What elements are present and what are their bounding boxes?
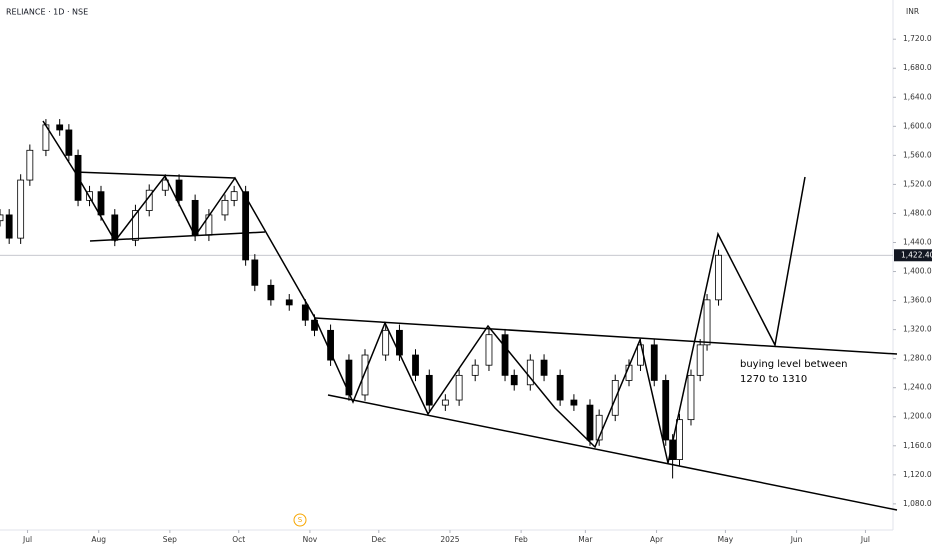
x-tick-label: Apr (650, 535, 664, 544)
candle-body (0, 214, 4, 222)
x-tick-label: Mar (578, 535, 593, 544)
candle-body (501, 334, 509, 376)
candle-body (441, 399, 449, 406)
candle-body (715, 254, 722, 301)
candle-body (161, 179, 169, 191)
candles-layer (0, 119, 893, 479)
y-tick-label: 1,120.00 (903, 470, 932, 479)
y-tick-label: 1,680.00 (903, 63, 932, 72)
last-price-box (894, 249, 932, 262)
candle-body (662, 380, 670, 441)
y-tick-label: 1,240.00 (903, 383, 932, 392)
y-tick-label: 1,480.00 (903, 208, 932, 217)
x-tick-label: Dec (372, 535, 387, 544)
flag-bottom-line (89, 231, 266, 242)
candle-body (676, 419, 683, 460)
candle-body (455, 374, 463, 401)
chart-title: RELIANCE · 1D · NSE (6, 8, 88, 17)
flag-top-line (74, 171, 236, 179)
candle-body (191, 199, 199, 236)
candle-body (586, 404, 594, 441)
x-tick-label: 2025 (440, 535, 459, 544)
candle-body (687, 374, 695, 421)
y-tick-label: 1,400.00 (903, 267, 932, 276)
y-tick-label: 1,440.00 (903, 237, 932, 246)
candle-body (65, 129, 73, 156)
event-icon-label[interactable]: S (298, 516, 303, 524)
x-tick-label: May (718, 535, 734, 544)
trend-drawings (42, 120, 898, 511)
candle-body (696, 344, 704, 376)
x-tick-label: Jul (860, 535, 870, 544)
y-tick-label: 1,200.00 (903, 412, 932, 421)
candle-body (285, 299, 293, 306)
candle-body (595, 414, 603, 441)
candle-body (251, 259, 259, 286)
candle-body (56, 124, 64, 131)
event-icon[interactable] (293, 513, 307, 527)
annotation-line: buying level between (740, 359, 847, 370)
currency-label: INR (906, 7, 919, 16)
candle-body (382, 329, 390, 356)
candle-body (17, 179, 25, 239)
candle-body (132, 210, 139, 241)
y-tick-label: 1,280.00 (903, 354, 932, 363)
candle-body (510, 374, 518, 386)
annotation-line: 1270 to 1310 (740, 374, 807, 385)
candle-body (267, 284, 275, 301)
candle-body (230, 191, 238, 201)
channel-bottom-line (327, 394, 898, 511)
x-tick-label: Aug (91, 535, 106, 544)
y-tick-label: 1,320.00 (903, 325, 932, 334)
candle-body (345, 359, 353, 396)
candle-body (175, 179, 183, 201)
x-tick-label: Jun (790, 535, 803, 544)
candle-body (97, 191, 105, 216)
y-tick-label: 1,600.00 (903, 121, 932, 130)
candle-body (556, 374, 564, 401)
y-tick-label: 1,720.00 (903, 34, 932, 43)
x-tick-label: Nov (303, 535, 318, 544)
last-price-label: 1,422.40 (901, 250, 932, 259)
zigzag-line (42, 120, 806, 464)
y-tick-label: 1,640.00 (903, 92, 932, 101)
candle-body (650, 344, 658, 381)
candle-body (301, 304, 309, 321)
x-tick-label: Jul (22, 535, 32, 544)
candle-body (637, 344, 644, 366)
candle-body (412, 354, 419, 376)
y-tick-label: 1,080.00 (903, 499, 932, 508)
x-tick-label: Oct (232, 535, 245, 544)
x-tick-label: Feb (514, 535, 528, 544)
candle-body (526, 359, 534, 386)
x-tick-label: Sep (163, 535, 177, 544)
candle-body (540, 359, 548, 376)
y-tick-label: 1,520.00 (903, 179, 932, 188)
y-tick-label: 1,360.00 (903, 296, 932, 305)
candle-body (361, 354, 369, 396)
candle-body (5, 214, 13, 239)
candle-body (26, 149, 34, 181)
candle-body (425, 374, 433, 406)
candle-body (396, 329, 403, 356)
candle-body (485, 334, 493, 366)
candle-body (570, 399, 578, 406)
candle-body (221, 199, 229, 216)
y-tick-label: 1,160.00 (903, 441, 932, 450)
channel-top-line (314, 317, 898, 355)
candle-body (242, 191, 250, 261)
candle-body (471, 364, 479, 376)
y-tick-label: 1,560.00 (903, 150, 932, 159)
candle-body (703, 299, 711, 346)
